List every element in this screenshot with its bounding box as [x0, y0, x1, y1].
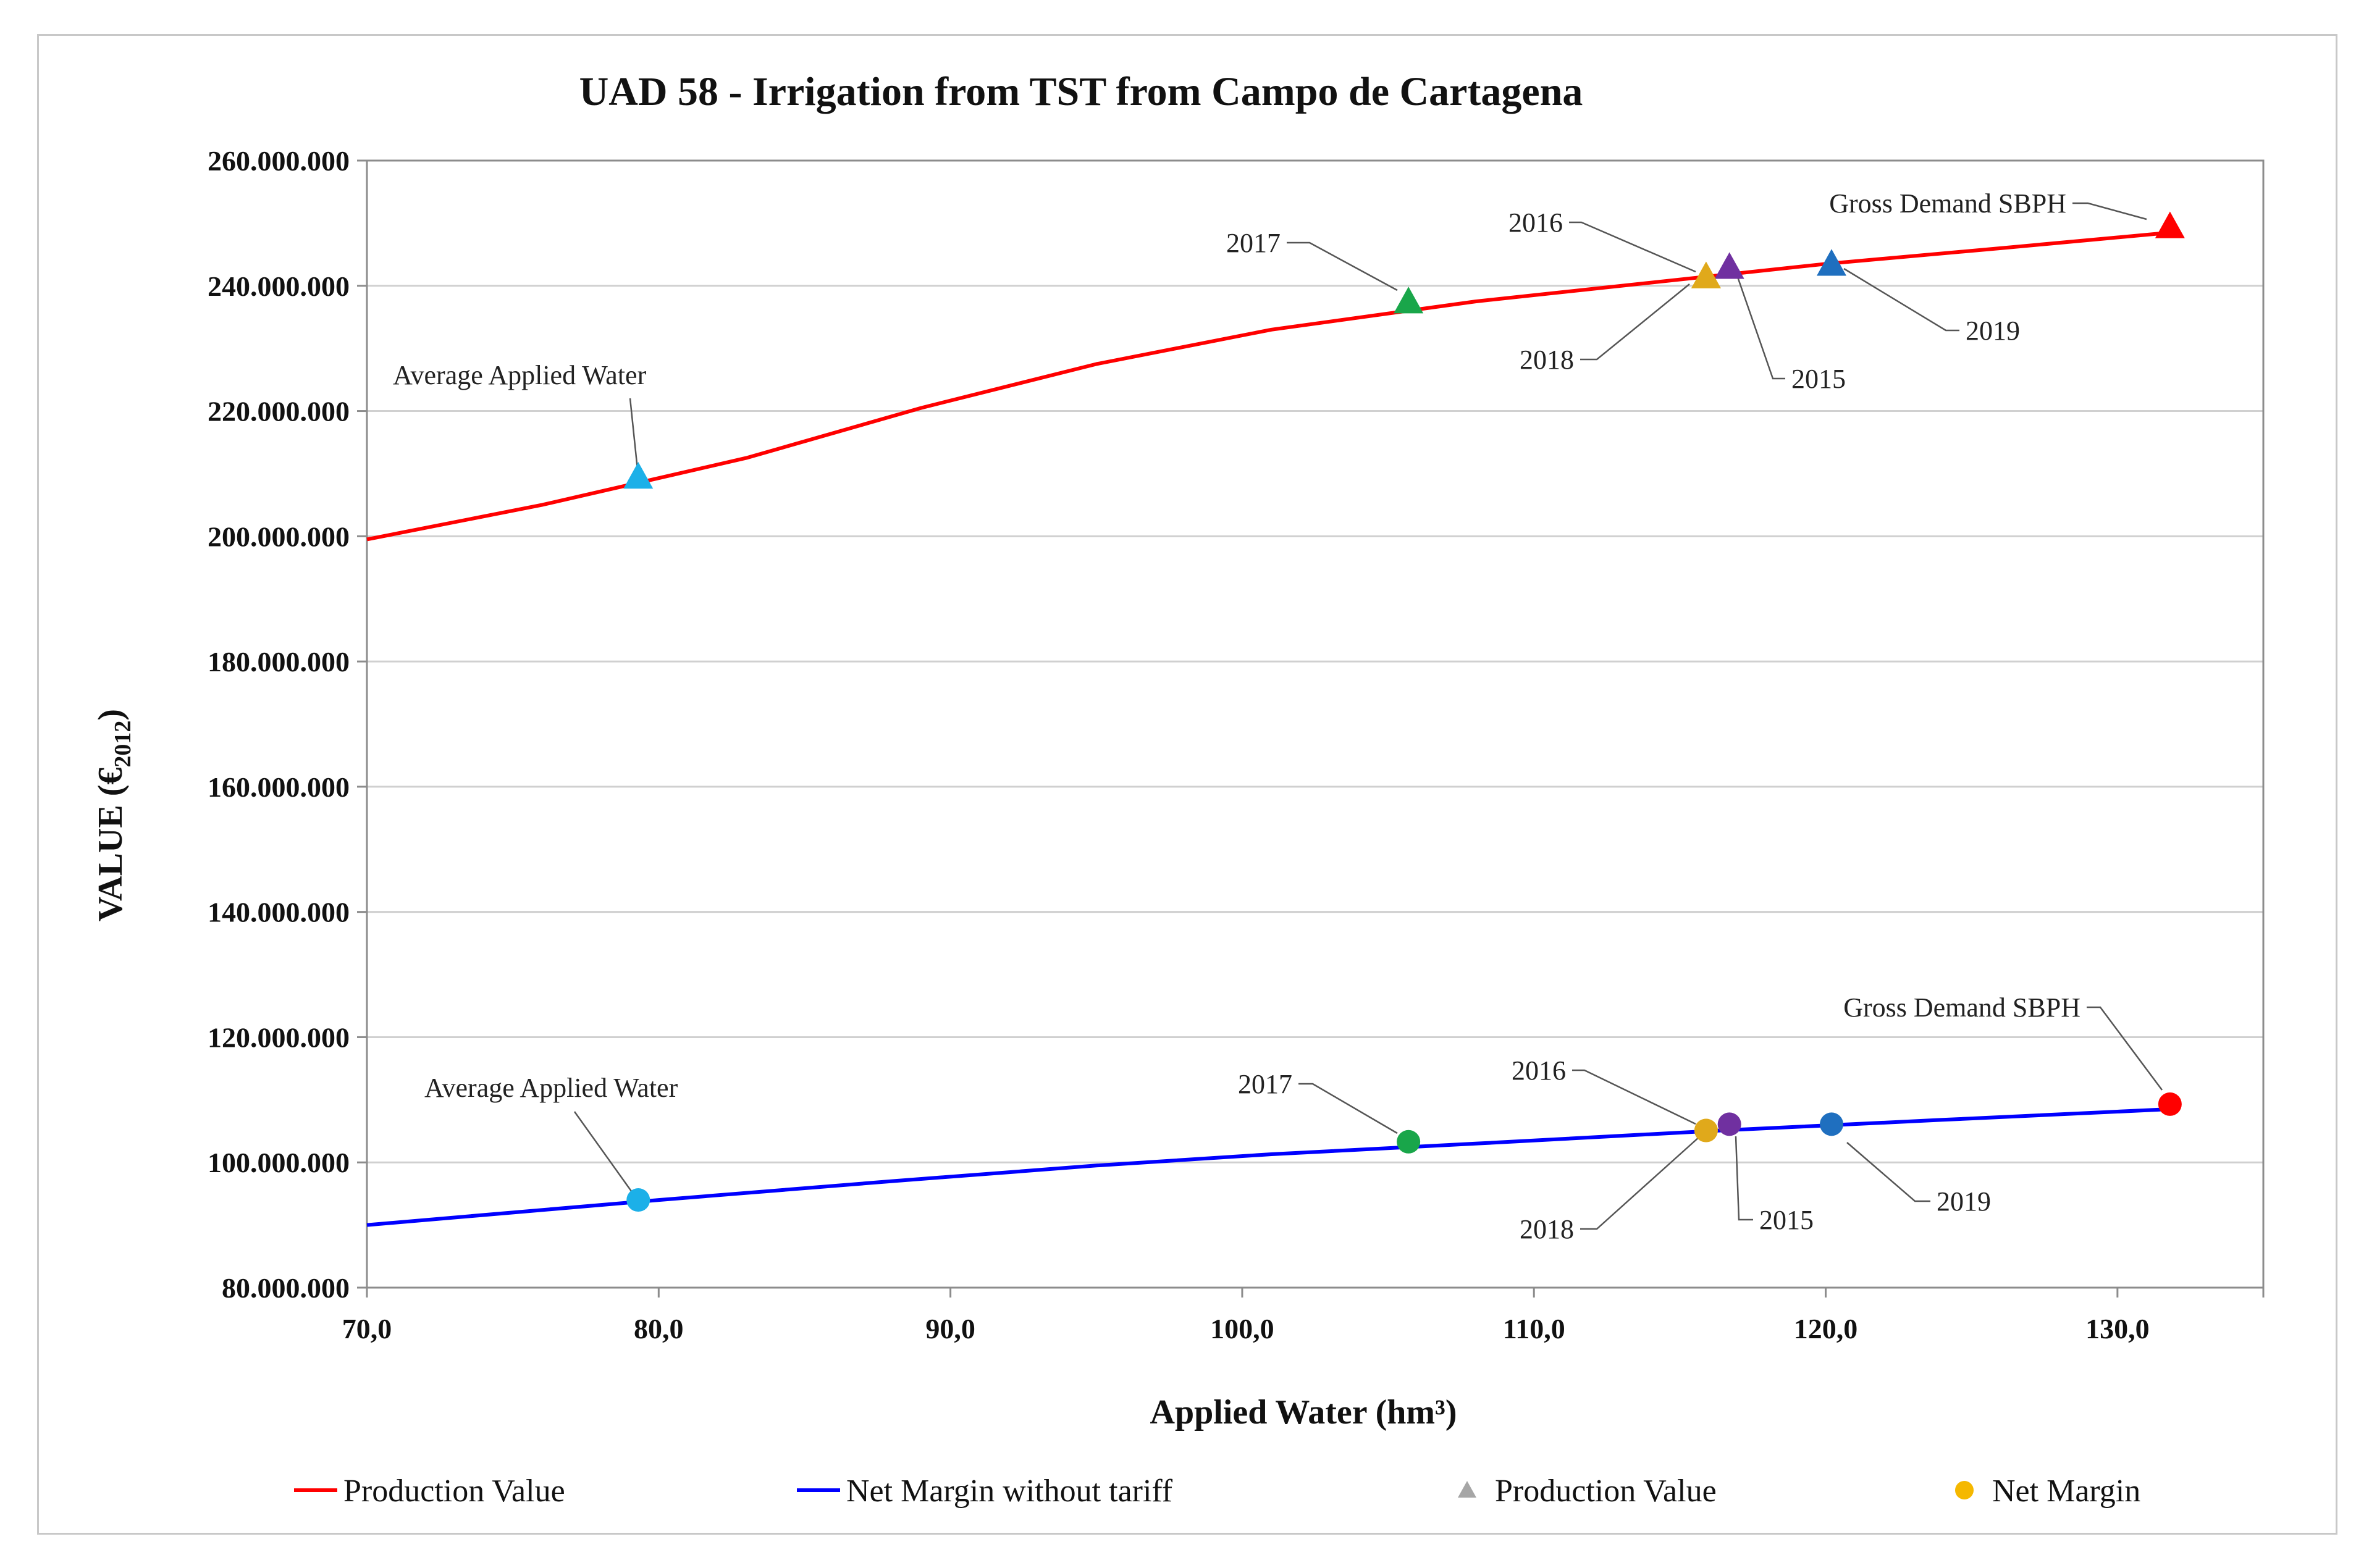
legend-triangle-swatch [1458, 1481, 1476, 1498]
annotation-label: 2019 [1937, 1186, 1991, 1217]
x-tick-label: 100,0 [1210, 1313, 1274, 1344]
chart-title: UAD 58 - Irrigation from TST from Campo … [579, 69, 1583, 114]
plot-area-border [366, 159, 2265, 1289]
leader-line [1580, 283, 1690, 361]
x-tick-label: 120,0 [1794, 1313, 1858, 1344]
leader-line [573, 1111, 637, 1199]
annotation-label: 2017 [1226, 228, 1281, 258]
y-axis-ticks: 80.000.000 100.000.000 120.000.000 140.000.… [208, 145, 367, 1304]
production-value-line [366, 230, 2171, 542]
leader-line [1735, 1136, 1753, 1221]
x-axis-ticks: 70,0 80,0 90,0 100,0 110,0 120,0 130,0 [342, 1288, 2265, 1344]
annotation-label: 2018 [1520, 345, 1574, 375]
leader-line [1735, 271, 1785, 380]
y-tick-label: 160.000.000 [208, 771, 350, 803]
y-axis-title: VALUE (€2012) [91, 709, 136, 921]
legend-label: Net Margin [1992, 1474, 2140, 1509]
y-axis-title-main: VALUE (€ [91, 768, 130, 921]
annotation-label: 2015 [1759, 1205, 1814, 1235]
annotation-label: Average Applied Water [424, 1073, 678, 1103]
x-tick-label: 90,0 [925, 1313, 975, 1344]
annotation-label: 2019 [1966, 316, 2020, 346]
legend-circle-swatch [1955, 1481, 1974, 1499]
leader-line [1843, 267, 1959, 332]
y-axis-title-subscript: 2012 [110, 721, 136, 768]
production-marker [1714, 252, 1744, 279]
x-tick-label: 80,0 [634, 1313, 684, 1344]
leader-line [1287, 241, 1398, 291]
y-tick-label: 120.000.000 [208, 1021, 350, 1053]
legend-label: Production Value [1495, 1474, 1717, 1509]
series-lines [366, 230, 2171, 1227]
leader-line [2072, 202, 2147, 220]
production-marker [1691, 261, 1721, 288]
annotation-label: Average Applied Water [393, 360, 647, 390]
y-tick-label: 180.000.000 [208, 646, 350, 677]
legend-label: Production Value [343, 1474, 565, 1509]
chart-frame [37, 34, 2337, 1535]
leader-line [1846, 1142, 1930, 1202]
leader-line [629, 398, 639, 470]
production-marker [1816, 249, 1846, 276]
annotation-leaders [573, 202, 2163, 1230]
annotation-label: 2016 [1508, 208, 1563, 238]
leader-line [2087, 1006, 2163, 1091]
net-margin-marker [1819, 1112, 1843, 1136]
net-margin-marker [2158, 1092, 2182, 1116]
y-tick-label: 80.000.000 [222, 1272, 350, 1304]
leader-line [1572, 1069, 1696, 1125]
legend-label: Net Margin without tariff [846, 1474, 1173, 1509]
annotation-label: 2017 [1238, 1069, 1292, 1099]
y-tick-label: 140.000.000 [208, 897, 350, 928]
annotation-label: 2016 [1512, 1055, 1566, 1086]
production-marker [1394, 287, 1424, 314]
annotations: Average Applied Water 2017 2016 2018 2015 201… [393, 188, 2080, 1244]
leader-line [1580, 1136, 1701, 1230]
leader-line [1298, 1083, 1398, 1134]
net-margin-marker [1397, 1130, 1421, 1154]
y-axis-title-close: ) [91, 709, 130, 721]
y-tick-label: 260.000.000 [208, 145, 350, 177]
net-margin-marker [1717, 1112, 1741, 1136]
y-tick-label: 240.000.000 [208, 270, 350, 302]
y-tick-label: 220.000.000 [208, 396, 350, 427]
annotation-label: Gross Demand SBPH [1829, 188, 2066, 219]
legend: Production Value Net Margin without tarif… [294, 1474, 2140, 1509]
net-margin-line [366, 1107, 2171, 1227]
x-tick-label: 110,0 [1503, 1313, 1565, 1344]
grid-lines [367, 285, 2263, 1163]
y-tick-label: 200.000.000 [208, 521, 350, 552]
net-margin-marker [1694, 1118, 1718, 1142]
annotation-label: 2015 [1791, 364, 1846, 394]
annotation-label: Gross Demand SBPH [1843, 992, 2080, 1023]
production-marker [623, 462, 654, 489]
y-tick-label: 100.000.000 [208, 1147, 350, 1178]
data-markers [623, 211, 2185, 1212]
x-tick-label: 130,0 [2085, 1313, 2150, 1344]
leader-line [1569, 221, 1696, 273]
production-marker [2155, 211, 2185, 238]
net-margin-marker [626, 1188, 650, 1212]
annotation-label: 2018 [1520, 1214, 1574, 1244]
x-tick-label: 70,0 [342, 1313, 392, 1344]
x-axis-title: Applied Water (hm³) [1150, 1393, 1457, 1432]
